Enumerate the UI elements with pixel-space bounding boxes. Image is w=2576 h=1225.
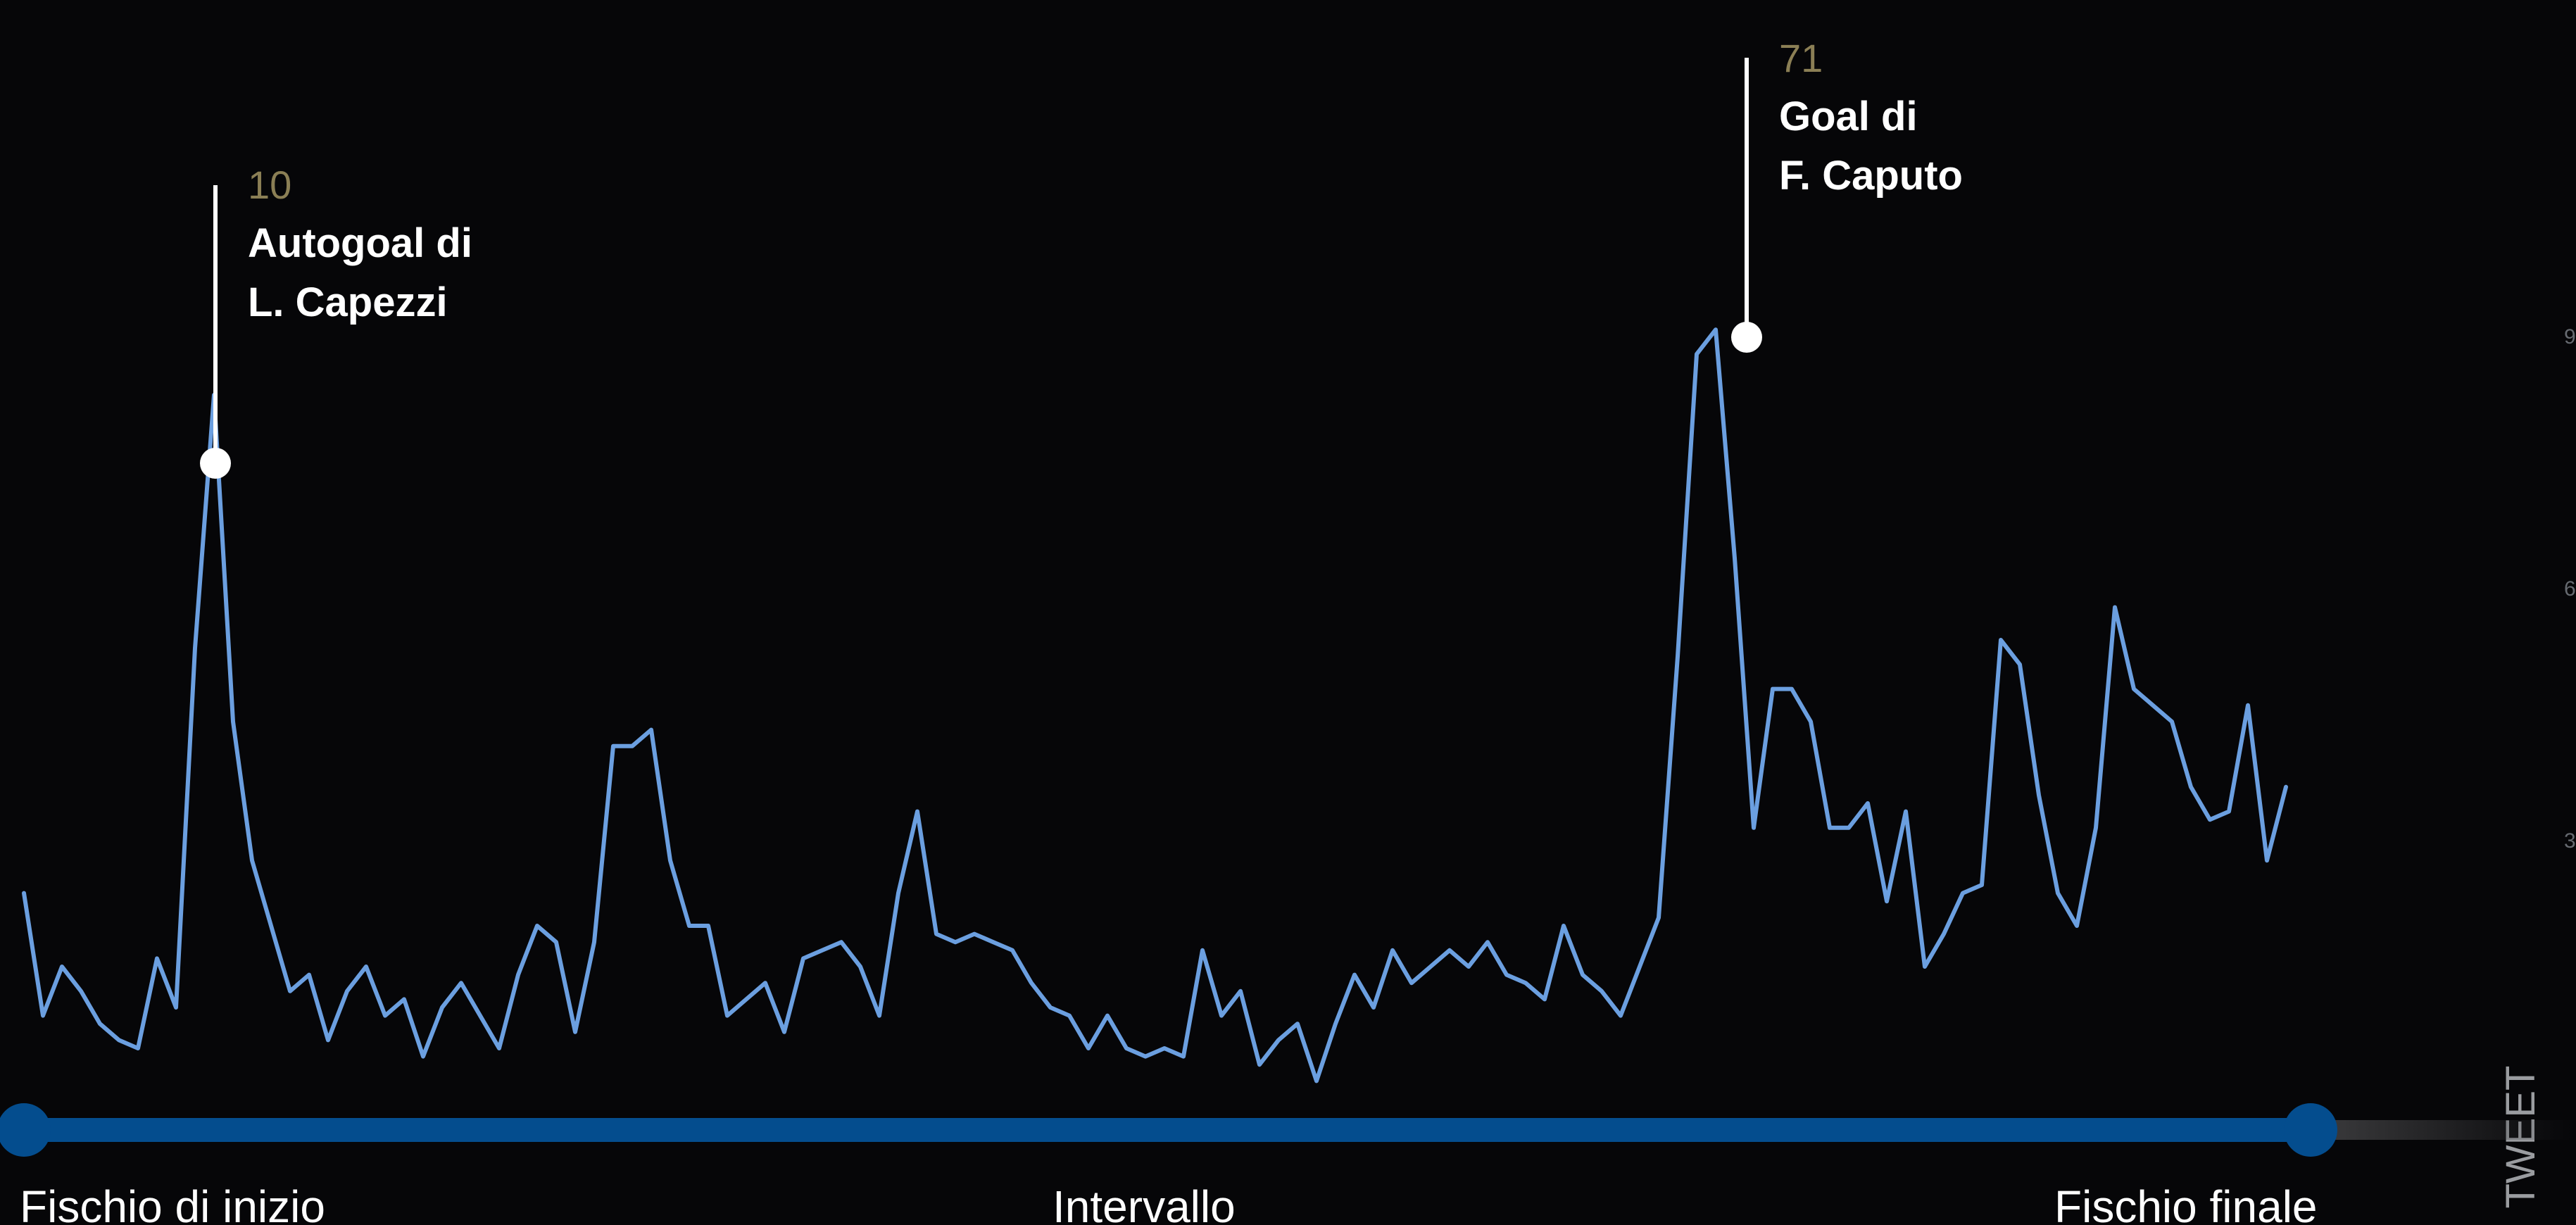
- annotation-event-line: Autogoal di: [248, 220, 472, 266]
- final-whistle-marker: [2284, 1103, 2337, 1157]
- event-annotation-own-goal: 10 Autogoal di L. Capezzi: [200, 163, 472, 479]
- kickoff-label: Fischio di inizio: [20, 1181, 325, 1225]
- y-axis: 9 6 3: [2564, 325, 2576, 853]
- annotation-dot: [200, 448, 231, 479]
- timeline-tail: [2323, 1120, 2576, 1140]
- annotation-minute: 71: [1779, 36, 1823, 80]
- tweet-volume-line: [22, 327, 2288, 1083]
- match-timeline-bar: [24, 1118, 2311, 1142]
- minute-gridlines: [23, 118, 2303, 1118]
- y-tick-label: 9: [2564, 325, 2576, 348]
- halftime-label: Intervallo: [1053, 1181, 1236, 1225]
- annotation-event-line: Goal di: [1779, 94, 1918, 139]
- annotation-event-line: F. Caputo: [1779, 153, 1963, 199]
- annotation-dot: [1731, 322, 1762, 353]
- kickoff-marker: [0, 1103, 51, 1157]
- y-tick-label: 6: [2564, 577, 2576, 601]
- annotation-minute: 10: [248, 163, 291, 207]
- event-annotation-goal: 71 Goal di F. Caputo: [1731, 36, 1963, 353]
- annotation-event-line: L. Capezzi: [248, 279, 448, 325]
- y-tick-label: 3: [2564, 829, 2576, 853]
- final-whistle-label: Fischio finale: [2054, 1181, 2318, 1225]
